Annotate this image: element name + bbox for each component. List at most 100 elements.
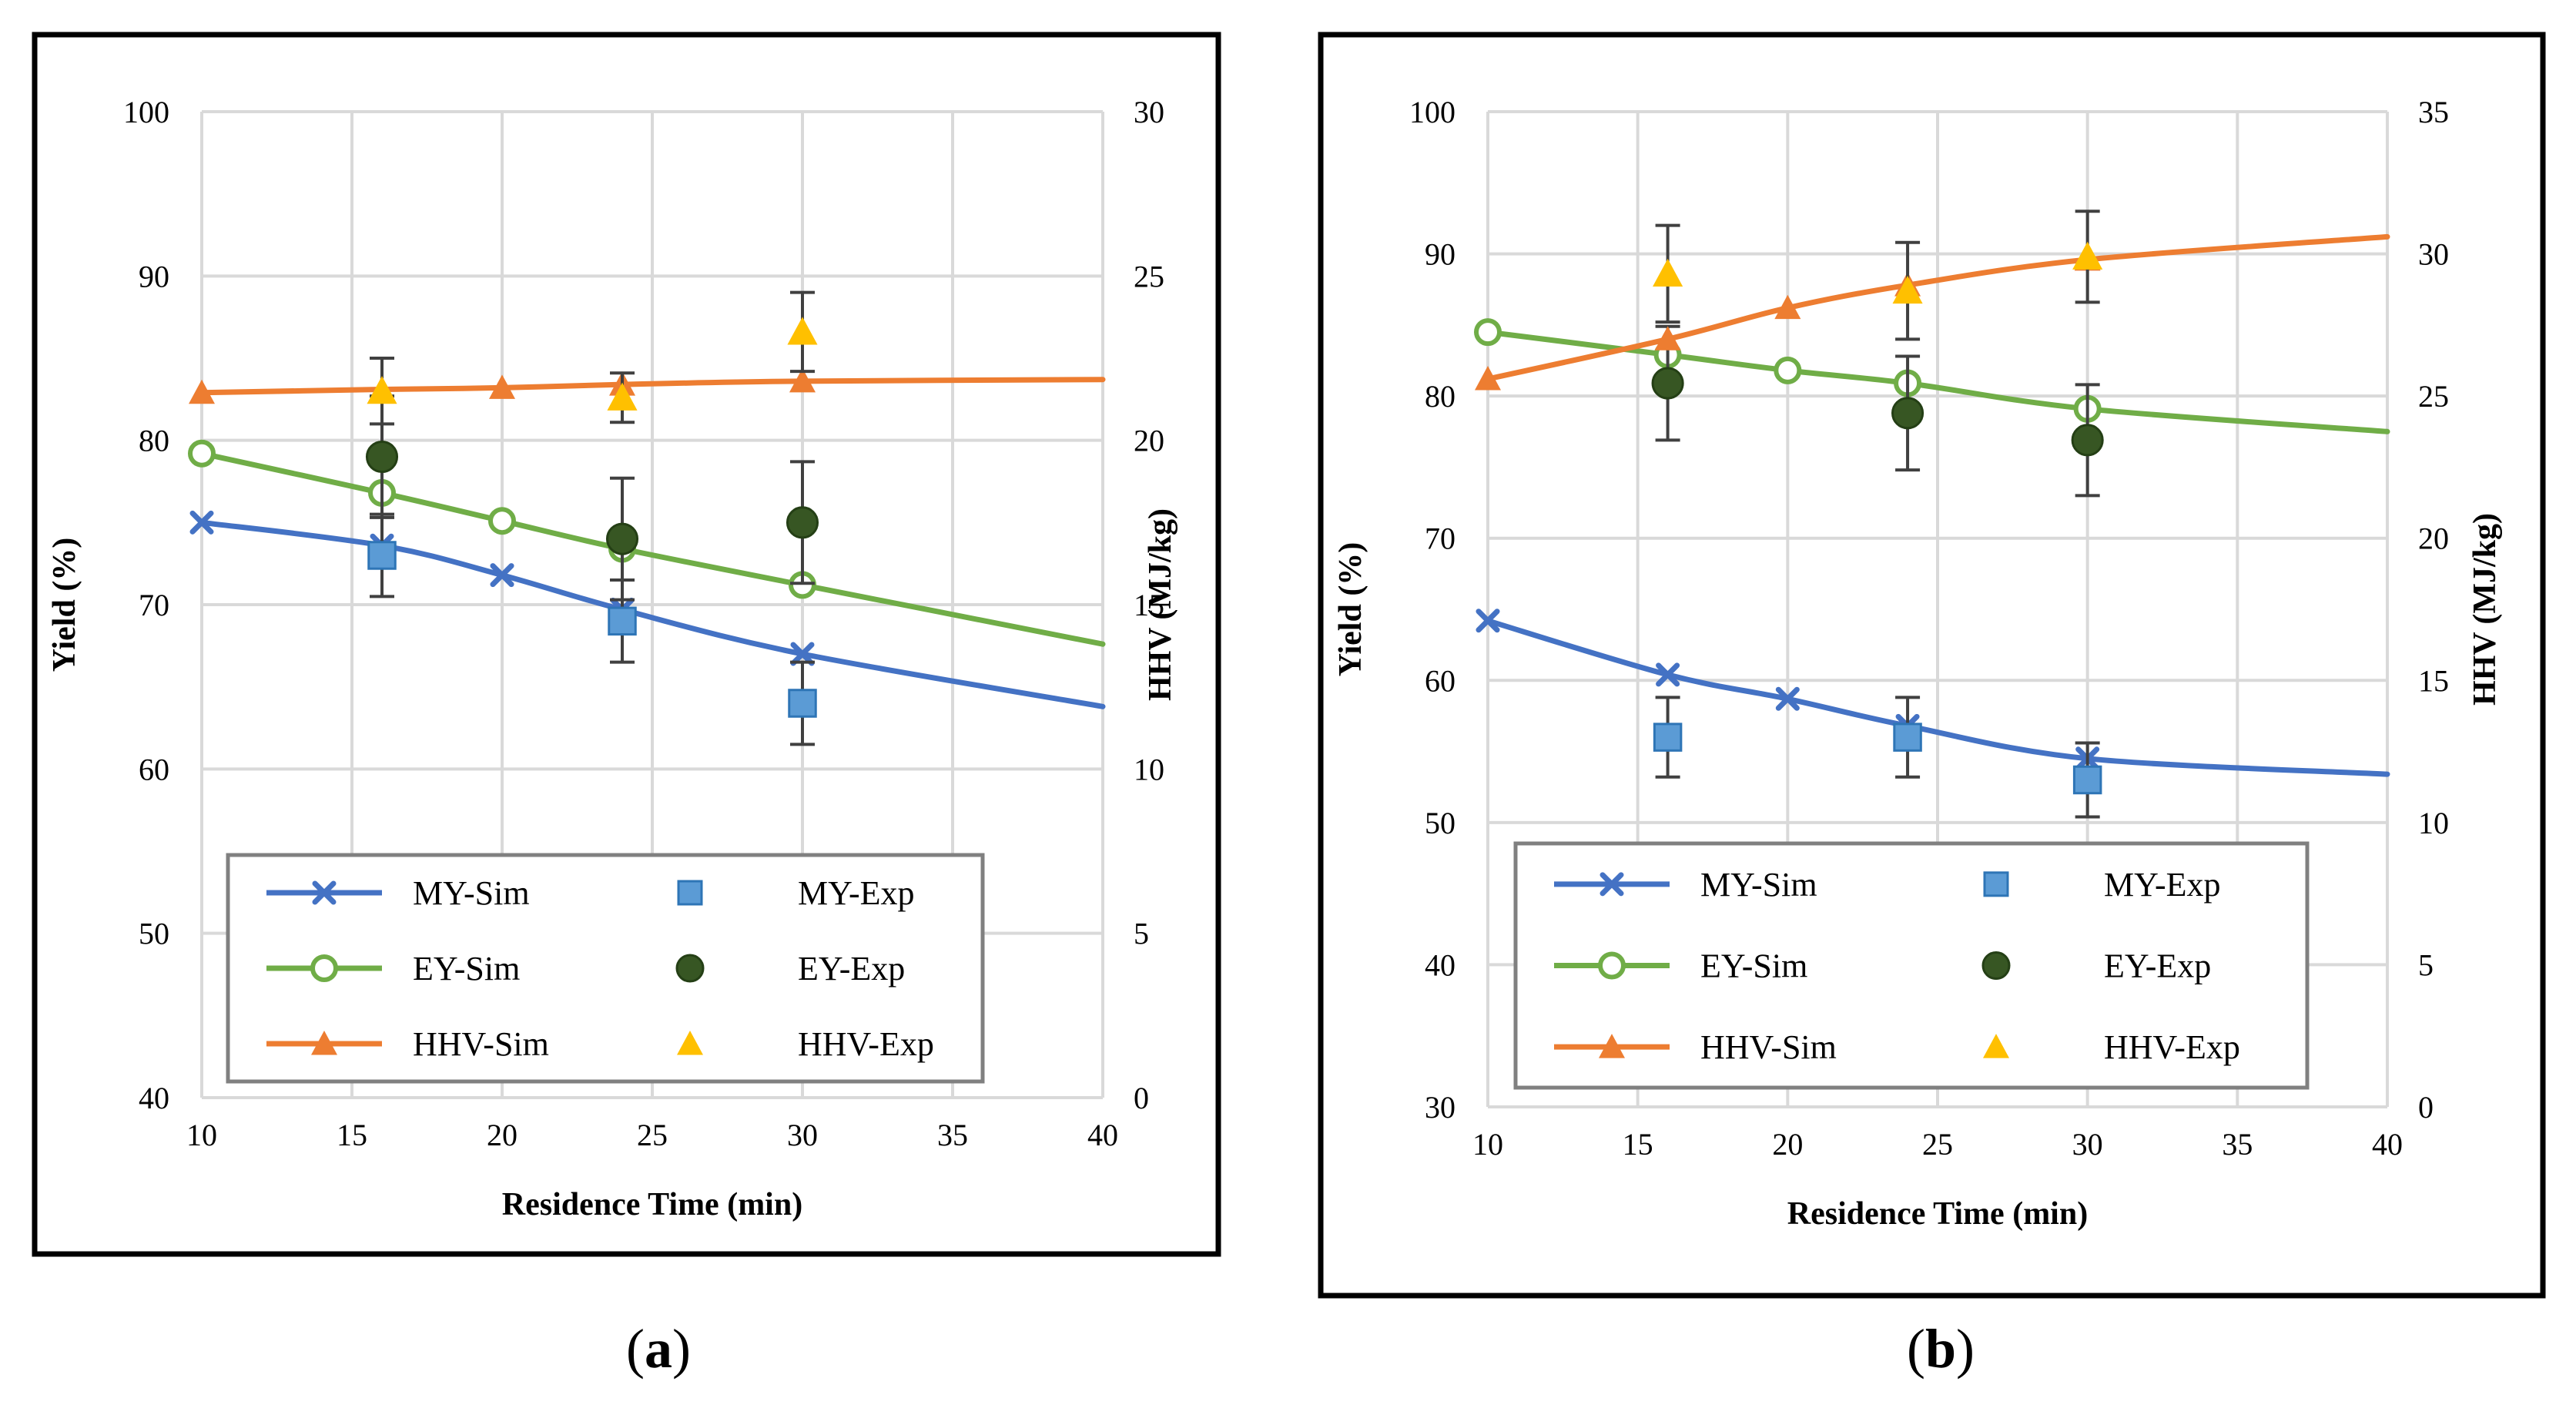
legend-marker: [1983, 871, 2009, 897]
x-tick-label: 35: [937, 1118, 968, 1152]
y2-tick-label: 25: [1134, 259, 1164, 293]
data-point: [789, 367, 816, 393]
data-point: [788, 689, 817, 718]
panel-label: (b): [1907, 1318, 1975, 1380]
legend-entry: EY-Sim: [266, 950, 520, 987]
y-tick-label: 90: [139, 259, 169, 293]
y2-tick-label: 5: [1134, 917, 1149, 951]
legend-marker: [1599, 1034, 1625, 1058]
y2-tick-label: 0: [1134, 1081, 1149, 1115]
x-tick-label: 20: [487, 1118, 518, 1152]
data-point: [1656, 662, 1680, 687]
y2-tick-label: 5: [2418, 947, 2434, 982]
data-point: [1891, 397, 1924, 430]
legend-marker: [1600, 872, 1624, 897]
y2-tick-label: 25: [2418, 379, 2449, 414]
x-tick-label: 15: [337, 1118, 367, 1152]
y-axis-title: Yield (%): [1333, 542, 1368, 677]
data-point: [367, 376, 397, 404]
x-axis-title: Residence Time (min): [502, 1187, 802, 1222]
series-line: [1485, 233, 2390, 382]
data-point: [2072, 241, 2103, 270]
legend-entry: HHV-Sim: [1554, 1028, 1837, 1066]
x-tick-label: 30: [2072, 1127, 2103, 1162]
data-point: [490, 563, 514, 588]
y2-tick-label: 30: [2418, 237, 2449, 272]
legend-marker: [311, 1031, 337, 1055]
data-point: [365, 440, 399, 474]
y-tick-label: 30: [1425, 1090, 1455, 1125]
x-tick-label: 35: [2222, 1127, 2253, 1162]
data-point: [607, 382, 638, 411]
legend-label: EY-Sim: [413, 950, 520, 987]
y2-tick-label: 35: [2418, 95, 2449, 129]
legend-entry: MY-Exp: [677, 874, 915, 912]
y-tick-label: 70: [139, 588, 169, 622]
legend-label: EY-Exp: [798, 950, 905, 987]
y2-tick-label: 15: [2418, 663, 2449, 698]
panel-label: (a): [626, 1318, 691, 1380]
legend-marker: [1983, 1034, 2009, 1058]
legend-marker: [677, 1031, 703, 1055]
y-tick-label: 50: [1425, 806, 1455, 840]
x-tick-label: 25: [637, 1118, 668, 1152]
series-my-sim: [189, 510, 1106, 709]
legend-entry: EY-Exp: [675, 950, 905, 987]
data-point: [1475, 365, 1501, 391]
legend-label: MY-Exp: [2104, 866, 2221, 904]
data-point: [367, 541, 397, 570]
y2-tick-label: 20: [1134, 424, 1164, 458]
y-tick-label: 60: [1425, 663, 1455, 698]
data-point: [1653, 723, 1683, 752]
panel-b: 10 15 20 25 30 35 40 30 40 50 60 70 80 90 100 0 5 10 15 20 2…: [1318, 32, 2546, 1380]
legend-label: HHV-Sim: [1700, 1028, 1837, 1066]
gridlines: [200, 110, 1104, 1099]
series-line: [1485, 329, 2390, 434]
x-tick-label: 40: [1087, 1118, 1118, 1152]
legend-label: EY-Exp: [2104, 947, 2211, 985]
legend: MY-Sim MY-Exp EY-Sim EY-Exp HHV-Sim HHV-Exp: [226, 853, 985, 1084]
y-tick-label: 50: [139, 917, 169, 951]
legend-entry: HHV-Sim: [266, 1025, 549, 1063]
legend-entry: MY-Exp: [1983, 866, 2221, 904]
x-tick-label: 10: [186, 1118, 217, 1152]
y-tick-label: 80: [139, 424, 169, 458]
legend-marker: [675, 954, 705, 983]
y-tick-label: 80: [1425, 379, 1455, 414]
series-line: [199, 519, 1106, 709]
legend-entry: MY-Sim: [266, 874, 530, 912]
tick-labels: 10 15 20 25 30 35 40 30 40 50 60 70 80 90 100 0 5 10 15 20 2…: [1409, 95, 2449, 1162]
legend-label: MY-Sim: [413, 874, 530, 912]
series-line: [1485, 618, 2390, 777]
data-point: [790, 642, 815, 666]
legend-label: EY-Sim: [1700, 947, 1807, 985]
y2-axis-title: HHV (MJ/kg): [2467, 513, 2503, 706]
legend: MY-Sim MY-Exp EY-Sim EY-Exp HHV-Sim HHV-Exp: [1513, 841, 2310, 1090]
series-my-exp: [367, 512, 817, 746]
data-point: [2071, 424, 2104, 457]
data-point: [605, 522, 639, 555]
x-tick-label: 20: [1772, 1127, 1803, 1162]
data-point: [189, 379, 215, 404]
x-tick-label: 30: [787, 1118, 818, 1152]
y2-tick-label: 20: [2418, 521, 2449, 556]
y-tick-label: 40: [1425, 947, 1455, 982]
data-point: [189, 510, 214, 535]
panel-a: 10 15 20 25 30 35 40 40 50 60 70 80 90 100 0 5 10 15 20 25 3…: [32, 32, 1221, 1380]
legend-label: HHV-Sim: [413, 1025, 549, 1063]
data-point: [1774, 294, 1801, 320]
y-tick-label: 90: [1425, 237, 1455, 272]
series-ey-exp: [1651, 324, 2104, 498]
legend-entry: MY-Sim: [1554, 866, 1817, 904]
data-point: [1474, 318, 1502, 347]
y-tick-label: 60: [139, 752, 169, 786]
y2-tick-label: 15: [1134, 588, 1164, 622]
legend-entry: HHV-Exp: [677, 1025, 934, 1063]
data-point: [1893, 723, 1922, 752]
legend-label: HHV-Exp: [2104, 1028, 2240, 1066]
data-point: [608, 606, 637, 636]
legend-entry: EY-Sim: [1554, 947, 1807, 985]
x-tick-label: 15: [1623, 1127, 1653, 1162]
series-line: [199, 377, 1106, 396]
